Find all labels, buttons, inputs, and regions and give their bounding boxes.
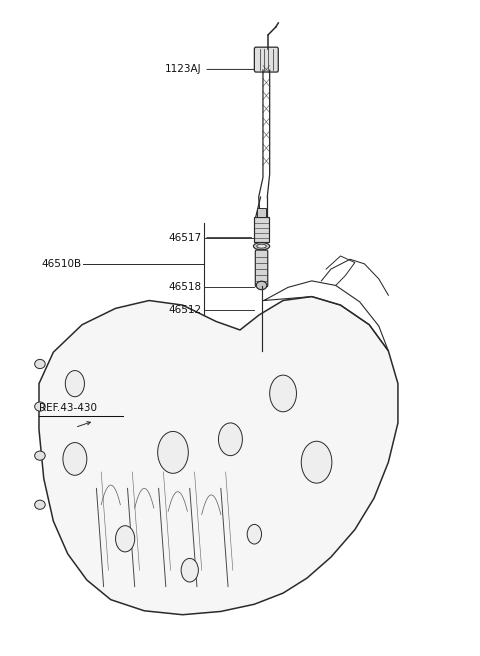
Circle shape [63, 443, 87, 476]
Circle shape [157, 432, 188, 474]
Ellipse shape [256, 281, 267, 290]
Circle shape [181, 558, 198, 582]
Ellipse shape [35, 500, 45, 509]
FancyBboxPatch shape [254, 216, 269, 241]
Text: 46512: 46512 [168, 304, 202, 315]
Ellipse shape [35, 451, 45, 461]
Circle shape [247, 524, 262, 544]
Ellipse shape [35, 402, 45, 411]
Text: REF.43-430: REF.43-430 [39, 403, 97, 413]
Circle shape [301, 441, 332, 483]
Circle shape [270, 375, 297, 412]
FancyBboxPatch shape [255, 250, 268, 287]
Polygon shape [39, 297, 398, 615]
Text: 46510B: 46510B [42, 259, 82, 269]
Text: 46517: 46517 [168, 233, 202, 243]
Text: 1123AJ: 1123AJ [165, 64, 202, 74]
Text: 46518: 46518 [168, 282, 202, 292]
FancyBboxPatch shape [254, 47, 278, 72]
Ellipse shape [257, 244, 266, 248]
Circle shape [65, 371, 84, 397]
Circle shape [218, 423, 242, 456]
Circle shape [116, 525, 135, 552]
FancyBboxPatch shape [257, 207, 266, 216]
Ellipse shape [253, 243, 270, 250]
Ellipse shape [35, 359, 45, 369]
